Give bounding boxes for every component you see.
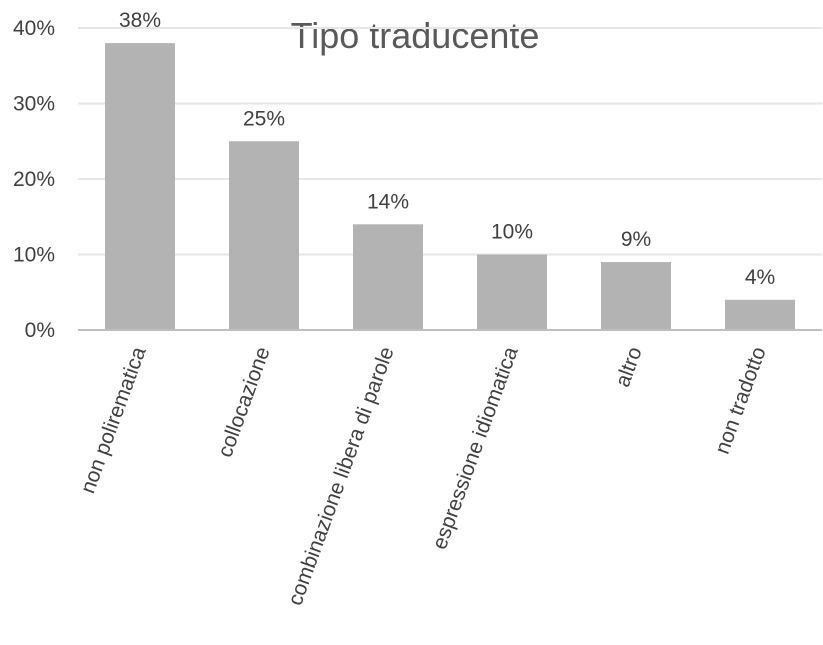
bars [105, 43, 795, 330]
data-labels: 38% 25% 14% 10% 9% 4% [119, 9, 775, 289]
bar [725, 299, 795, 330]
category-label: non tradotto [711, 344, 771, 457]
y-tick-label: 40% [13, 17, 55, 40]
data-label: 10% [491, 221, 533, 244]
y-tick-label: 20% [13, 168, 55, 191]
data-label: 14% [367, 190, 409, 213]
bar [229, 141, 299, 330]
y-tick-label: 10% [13, 244, 55, 267]
y-axis-tick-labels: 0% 10% 20% 30% 40% [13, 17, 55, 342]
category-label: altro [611, 344, 647, 390]
bar [477, 254, 547, 330]
category-label: combinazione libera di parole [284, 344, 399, 609]
category-label: collocazione [214, 344, 275, 460]
data-label: 25% [243, 107, 285, 130]
x-axis-category-labels: non polirematica collocazione combinazione… [76, 344, 770, 609]
data-label: 38% [119, 9, 161, 32]
y-tick-label: 30% [13, 93, 55, 116]
data-label: 4% [745, 266, 775, 289]
category-label: non polirematica [76, 344, 150, 497]
category-label: espressione idiomatica [428, 344, 523, 553]
bar [105, 43, 175, 330]
data-label: 9% [621, 228, 651, 251]
bar [353, 224, 423, 330]
gridlines [78, 27, 822, 256]
chart-title: Tipo traducente [291, 15, 540, 56]
bar [601, 262, 671, 330]
y-tick-label: 0% [25, 319, 55, 342]
